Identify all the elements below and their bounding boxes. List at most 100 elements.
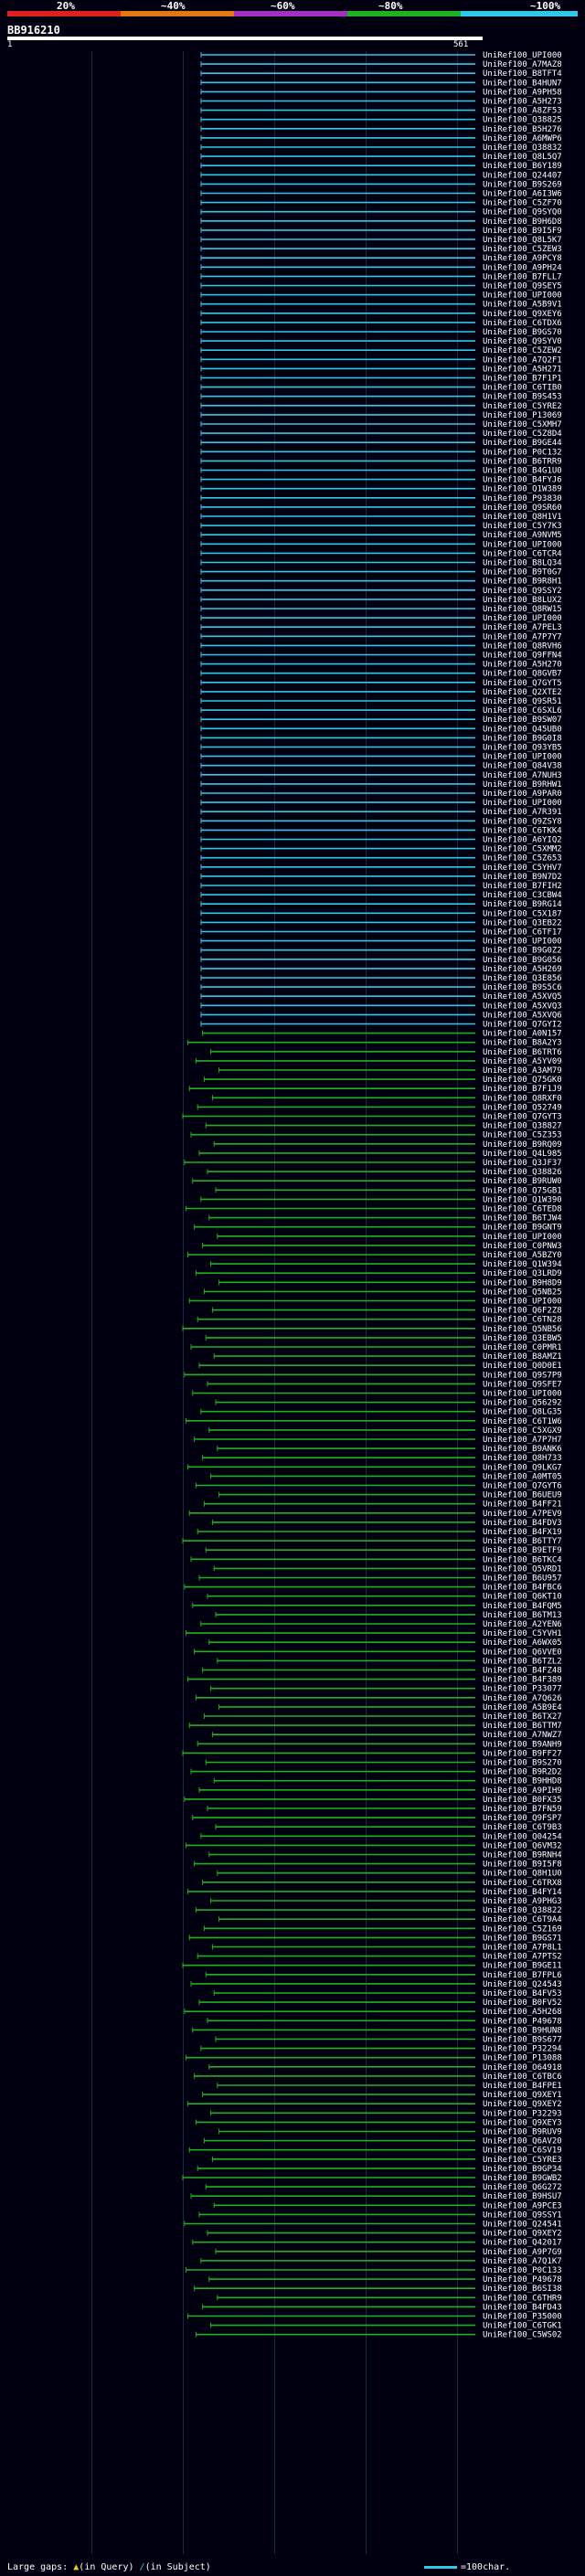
hit-id-link[interactable]: UniRef100_B9GNT9 (483, 1224, 562, 1233)
hit-id-link[interactable]: UniRef100_Q8L5K7 (483, 236, 562, 245)
hit-id-link[interactable]: UniRef100_Q6VM32 (483, 1841, 562, 1850)
hit-id-link[interactable]: UniRef100_A7PEL3 (483, 623, 562, 632)
hit-id-link[interactable]: UniRef100_A5H268 (483, 2008, 562, 2017)
hit-id-link[interactable]: UniRef100_A7Q2F1 (483, 355, 562, 365)
hit-id-link[interactable]: UniRef100_Q5NB56 (483, 1325, 562, 1334)
hit-id-link[interactable]: UniRef100_B8A2Y3 (483, 1039, 562, 1048)
hit-id-link[interactable]: UniRef100_Q6VVE0 (483, 1648, 562, 1657)
hit-id-link[interactable]: UniRef100_A7MAZ8 (483, 60, 562, 69)
hit-id-link[interactable]: UniRef100_A0MT05 (483, 1472, 562, 1481)
hit-id-link[interactable]: UniRef100_Q9FFN4 (483, 652, 562, 661)
hit-id-link[interactable]: UniRef100_Q9XEY1 (483, 2091, 562, 2100)
hit-id-link[interactable]: UniRef100_Q1W394 (483, 1260, 562, 1269)
hit-id-link[interactable]: UniRef100_Q6F2Z8 (483, 1307, 562, 1316)
hit-id-link[interactable]: UniRef100_Q9S7P9 (483, 1371, 562, 1380)
hit-id-link[interactable]: UniRef100_Q9FSP7 (483, 1814, 562, 1823)
hit-id-link[interactable]: UniRef100_Q9SSY2 (483, 587, 562, 596)
hit-id-link[interactable]: UniRef100_C6TN28 (483, 1316, 562, 1325)
hit-id-link[interactable]: UniRef100_C6TRX8 (483, 1879, 562, 1888)
hit-id-link[interactable]: UniRef100_B9GS71 (483, 1934, 562, 1943)
hit-id-link[interactable]: UniRef100_B4FBC6 (483, 1584, 562, 1593)
hit-id-link[interactable]: UniRef100_C6SXL6 (483, 706, 562, 716)
hit-id-link[interactable]: UniRef100_UPI000 (483, 292, 562, 301)
hit-id-link[interactable]: UniRef100_C5Z653 (483, 854, 562, 864)
hit-id-link[interactable]: UniRef100_B9I5F8 (483, 1860, 562, 1870)
hit-id-link[interactable]: UniRef100_C5Z169 (483, 1924, 562, 1934)
hit-id-link[interactable]: UniRef100_UPI000 (483, 614, 562, 623)
hit-id-link[interactable]: UniRef100_A7Q1K7 (483, 2257, 562, 2266)
hit-id-link[interactable]: UniRef100_A6WX05 (483, 1638, 562, 1648)
hit-id-link[interactable]: UniRef100_Q8H733 (483, 1454, 562, 1463)
hit-id-link[interactable]: UniRef100_A5B9E4 (483, 1703, 562, 1712)
hit-id-link[interactable]: UniRef100_A5XVQ6 (483, 1011, 562, 1020)
hit-id-link[interactable]: UniRef100_P13088 (483, 2054, 562, 2063)
hit-id-link[interactable]: UniRef100_A8ZF53 (483, 107, 562, 116)
hit-id-link[interactable]: UniRef100_Q9SSY1 (483, 2210, 562, 2220)
hit-id-link[interactable]: UniRef100_B6TTM7 (483, 1722, 562, 1731)
hit-id-link[interactable]: UniRef100_B9T0G7 (483, 568, 562, 578)
hit-id-link[interactable]: UniRef100_B4FQM5 (483, 1602, 562, 1611)
hit-id-link[interactable]: UniRef100_C6TDX6 (483, 319, 562, 328)
hit-id-link[interactable]: UniRef100_A6I3W6 (483, 190, 562, 199)
hit-id-link[interactable]: UniRef100_P49678 (483, 2017, 562, 2026)
hit-id-link[interactable]: UniRef100_B9G0I8 (483, 734, 562, 743)
hit-id-link[interactable]: UniRef100_B9GE44 (483, 439, 562, 448)
hit-id-link[interactable]: UniRef100_UPI000 (483, 540, 562, 549)
hit-id-link[interactable]: UniRef100_Q9SYQ0 (483, 208, 562, 217)
hit-id-link[interactable]: UniRef100_Q7GYT6 (483, 1482, 562, 1491)
hit-id-link[interactable]: UniRef100_A7Q626 (483, 1694, 562, 1703)
hit-id-link[interactable]: UniRef100_A6MWP6 (483, 134, 562, 143)
hit-id-link[interactable]: UniRef100_B8LUX2 (483, 596, 562, 605)
hit-id-link[interactable]: UniRef100_B7FLL7 (483, 272, 562, 281)
hit-id-link[interactable]: UniRef100_A7P7Y7 (483, 632, 562, 641)
hit-id-link[interactable]: UniRef100_C5ZEW3 (483, 245, 562, 254)
hit-id-link[interactable]: UniRef100_B6Y189 (483, 162, 562, 171)
hit-id-link[interactable]: UniRef100_C5Z353 (483, 1131, 562, 1140)
hit-id-link[interactable]: UniRef100_B9FF27 (483, 1749, 562, 1758)
hit-id-link[interactable]: UniRef100_Q8RXF0 (483, 1094, 562, 1103)
hit-id-link[interactable]: UniRef100_A9NVM5 (483, 531, 562, 540)
hit-id-link[interactable]: UniRef100_B9ETF9 (483, 1546, 562, 1555)
hit-id-link[interactable]: UniRef100_A9PCY8 (483, 254, 562, 263)
hit-id-link[interactable]: UniRef100_C5YHV7 (483, 864, 562, 873)
hit-id-link[interactable]: UniRef100_B9GP34 (483, 2165, 562, 2174)
hit-id-link[interactable]: UniRef100_B4FZ48 (483, 1667, 562, 1676)
hit-id-link[interactable]: UniRef100_B7FN59 (483, 1805, 562, 1814)
hit-id-link[interactable]: UniRef100_Q8RVH6 (483, 641, 562, 651)
hit-id-link[interactable]: UniRef100_A9PCE3 (483, 2201, 562, 2210)
hit-id-link[interactable]: UniRef100_Q24541 (483, 2221, 562, 2230)
hit-id-link[interactable]: UniRef100_Q9LKG7 (483, 1463, 562, 1472)
hit-id-link[interactable]: UniRef100_P49678 (483, 2275, 562, 2284)
hit-id-link[interactable]: UniRef100_UPI000 (483, 938, 562, 947)
hit-id-link[interactable]: UniRef100_C6TGK1 (483, 2322, 562, 2331)
hit-id-link[interactable]: UniRef100_UPI000 (483, 753, 562, 762)
hit-id-link[interactable]: UniRef100_A9PAR0 (483, 790, 562, 799)
hit-id-link[interactable]: UniRef100_C6THR9 (483, 2294, 562, 2303)
hit-id-link[interactable]: UniRef100_Q52749 (483, 1103, 562, 1112)
hit-id-link[interactable]: UniRef100_B9RG14 (483, 900, 562, 909)
hit-id-link[interactable]: UniRef100_B9H8D9 (483, 1278, 562, 1288)
hit-id-link[interactable]: UniRef100_Q8LG35 (483, 1408, 562, 1417)
hit-id-link[interactable]: UniRef100_Q6AV20 (483, 2137, 562, 2147)
hit-id-link[interactable]: UniRef100_Q9SYV0 (483, 337, 562, 346)
hit-id-link[interactable]: UniRef100_A5B9V1 (483, 301, 562, 310)
hit-id-link[interactable]: UniRef100_B9S5C6 (483, 983, 562, 992)
hit-id-link[interactable]: UniRef100_B7FIH2 (483, 882, 562, 891)
hit-id-link[interactable]: UniRef100_A9P7G9 (483, 2248, 562, 2257)
hit-id-link[interactable]: UniRef100_C6TBC6 (483, 2072, 562, 2082)
hit-id-link[interactable]: UniRef100_A7P8L1 (483, 1944, 562, 1953)
hit-id-link[interactable]: UniRef100_B9HHD8 (483, 1777, 562, 1786)
hit-id-link[interactable]: UniRef100_C6TKK4 (483, 826, 562, 835)
hit-id-link[interactable]: UniRef100_A5YV09 (483, 1057, 562, 1066)
hit-id-link[interactable]: UniRef100_B6TRT6 (483, 1048, 562, 1057)
hit-id-link[interactable]: UniRef100_A9PH24 (483, 263, 562, 272)
hit-id-link[interactable]: UniRef100_B9GE11 (483, 1962, 562, 1971)
hit-id-link[interactable]: UniRef100_Q9XEY6 (483, 310, 562, 319)
hit-id-link[interactable]: UniRef100_B4FY14 (483, 1888, 562, 1897)
hit-id-link[interactable]: UniRef100_B9ANH9 (483, 1740, 562, 1749)
hit-id-link[interactable]: UniRef100_B4FD43 (483, 2303, 562, 2312)
hit-id-link[interactable]: UniRef100_B9GS70 (483, 328, 562, 337)
hit-id-link[interactable]: UniRef100_Q5NB25 (483, 1288, 562, 1297)
hit-id-link[interactable]: UniRef100_Q1W390 (483, 1195, 562, 1204)
hit-id-link[interactable]: UniRef100_Q3E856 (483, 974, 562, 983)
